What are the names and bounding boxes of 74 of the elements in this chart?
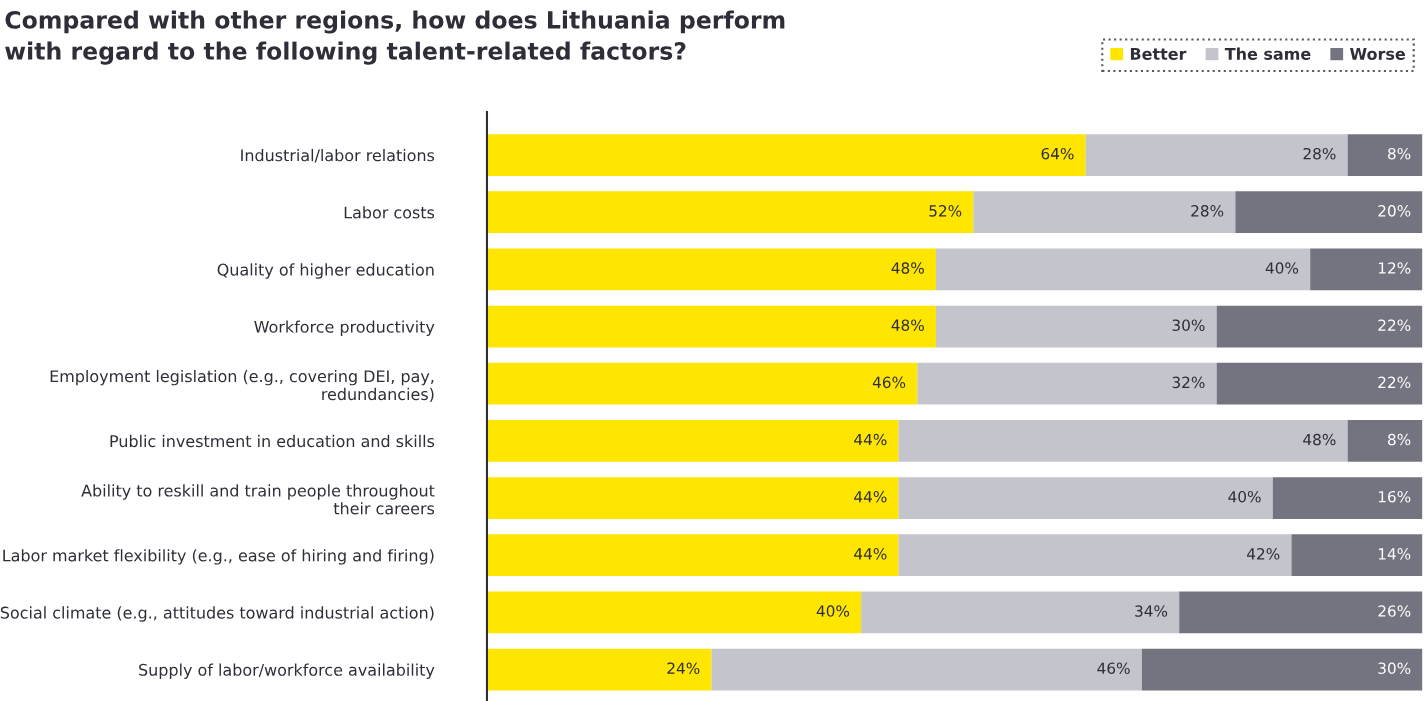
bar	[936, 305, 1217, 348]
data-label: 28%	[1303, 147, 1336, 160]
data-label: 46%	[872, 376, 906, 389]
data-label: 14%	[1378, 548, 1411, 560]
bar	[486, 648, 712, 691]
data-label: 34%	[1135, 605, 1168, 617]
data-label: 46%	[1097, 662, 1130, 674]
bar	[917, 362, 1217, 405]
data-label: 42%	[1247, 548, 1280, 560]
data-label: 12%	[1378, 262, 1411, 274]
bar	[973, 191, 1236, 234]
legend-label: Better	[1130, 48, 1187, 60]
bar	[1347, 420, 1423, 462]
y-tick-label: Social climate (e.g., attitudes toward industrial action)	[0, 606, 434, 622]
data-label: 40%	[1265, 262, 1299, 274]
data-label: 48%	[891, 319, 924, 331]
legend-label: The same	[1224, 47, 1311, 60]
bar	[1291, 534, 1423, 577]
bar	[711, 648, 1142, 691]
bar	[486, 477, 899, 519]
bar	[1272, 477, 1423, 519]
bar	[1085, 134, 1348, 176]
y-tick-label: Supply of labor/workforce availability	[139, 663, 435, 679]
y-tick-label: Industrial/labor relations	[241, 148, 435, 163]
data-label: 48%	[1303, 433, 1336, 446]
bar	[898, 477, 1273, 519]
y-tick-label: Ability to reskill and train people throughout their careers	[81, 484, 435, 515]
chart-title: Compared with other regions, how does Lithuania perform with regard to the following talent-related factors?	[5, 10, 785, 65]
data-label: 28%	[1191, 205, 1224, 217]
y-tick-label: Workforce productivity	[254, 320, 435, 336]
bar	[486, 248, 936, 291]
bar	[936, 248, 1311, 291]
data-label: 30%	[1172, 319, 1205, 331]
bar	[898, 420, 1348, 462]
bar	[1347, 134, 1423, 176]
data-label: 30%	[1378, 662, 1411, 674]
bar	[486, 134, 1086, 176]
data-label: 8%	[1388, 433, 1411, 446]
legend-label: Worse	[1350, 48, 1405, 60]
bar	[486, 420, 899, 462]
data-label: 64%	[1041, 147, 1074, 160]
data-label: 44%	[854, 548, 887, 560]
data-label: 40%	[1228, 490, 1261, 503]
data-label: 32%	[1172, 376, 1205, 389]
bar	[861, 591, 1180, 634]
data-label: 20%	[1378, 205, 1411, 217]
data-label: 40%	[816, 605, 850, 617]
data-label: 44%	[854, 433, 887, 446]
data-label: 44%	[854, 490, 887, 503]
bar	[1179, 591, 1423, 634]
y-tick-label: Employment legislation (e.g., covering DEI, pay, redundancies)	[50, 369, 434, 403]
y-tick-label: Labor market flexibility (e.g., ease of hiring and firing)	[3, 549, 434, 565]
data-label: 22%	[1378, 319, 1411, 331]
bar	[898, 534, 1292, 577]
y-tick-label: Quality of higher education	[217, 263, 434, 279]
data-label: 48%	[891, 262, 924, 274]
bar	[486, 305, 936, 348]
bar	[486, 591, 862, 634]
y-tick-label: Labor costs	[344, 206, 435, 219]
bar	[486, 534, 899, 577]
bar	[1310, 248, 1423, 291]
bar	[1216, 305, 1423, 348]
bar	[1216, 362, 1423, 405]
y-tick-label: Public investment in education and skills	[110, 434, 435, 448]
data-label: 8%	[1388, 147, 1411, 160]
data-label: 16%	[1378, 490, 1411, 503]
data-label: 22%	[1378, 376, 1411, 389]
bar	[1235, 191, 1423, 234]
data-label: 52%	[929, 205, 962, 217]
bar	[1141, 648, 1423, 691]
data-label: 24%	[667, 662, 700, 674]
bar	[486, 362, 918, 405]
bar	[486, 191, 974, 234]
data-label: 26%	[1378, 605, 1411, 617]
